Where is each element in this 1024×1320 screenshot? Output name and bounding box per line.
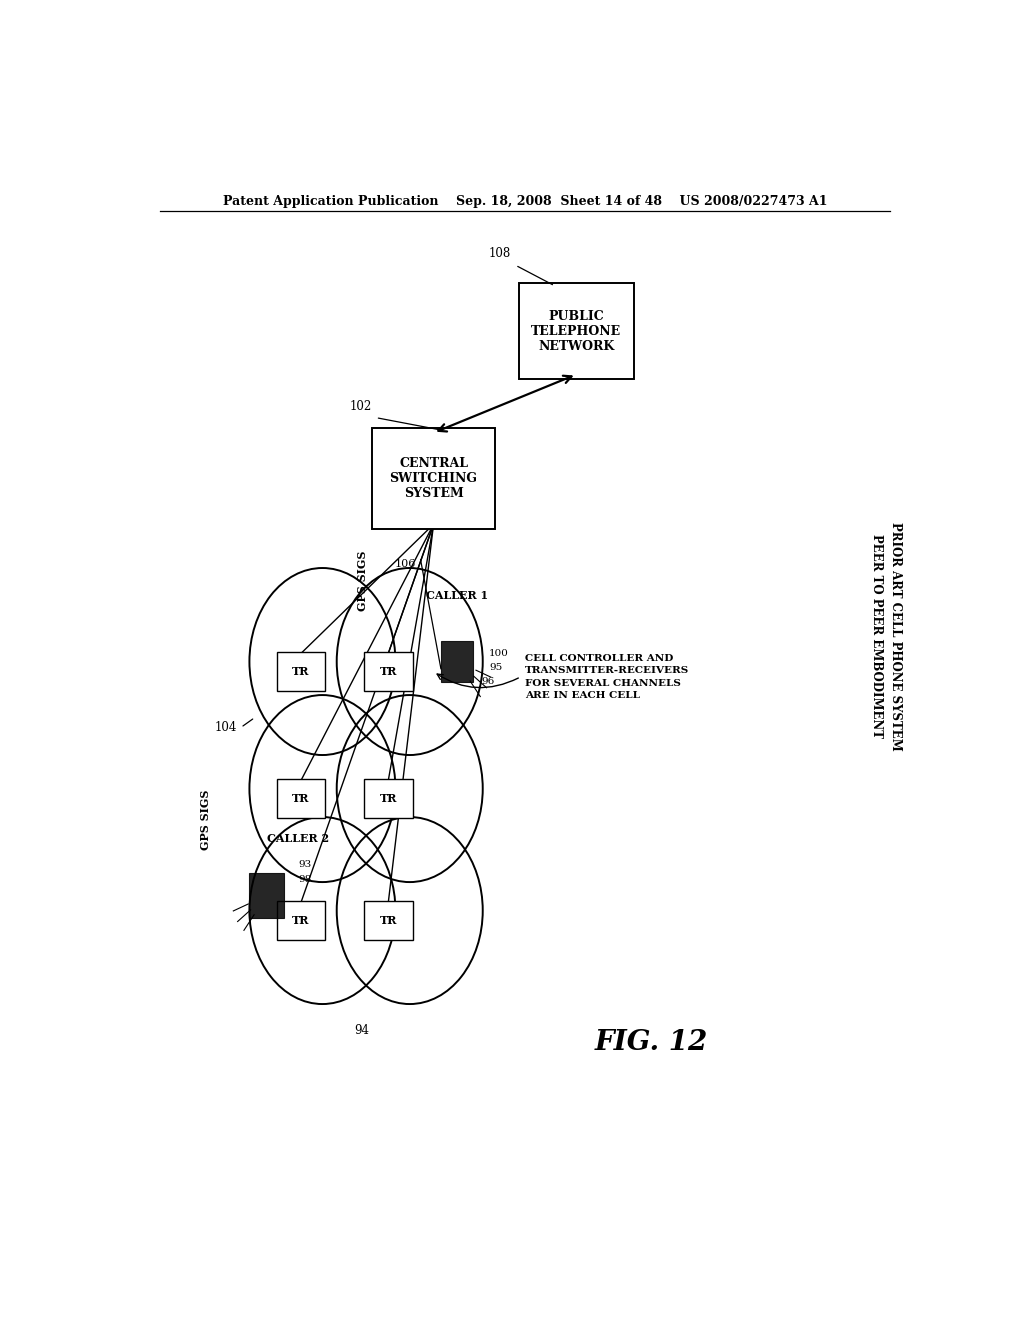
FancyBboxPatch shape	[365, 652, 413, 690]
Text: PUBLIC
TELEPHONE
NETWORK: PUBLIC TELEPHONE NETWORK	[531, 310, 622, 352]
Text: 102: 102	[349, 400, 372, 412]
FancyBboxPatch shape	[519, 282, 634, 379]
FancyBboxPatch shape	[276, 902, 326, 940]
Text: CELL CONTROLLER AND
TRANSMITTER-RECEIVERS
FOR SEVERAL CHANNELS
ARE IN EACH CELL: CELL CONTROLLER AND TRANSMITTER-RECEIVER…	[524, 653, 689, 700]
Text: TR: TR	[292, 793, 309, 804]
FancyBboxPatch shape	[365, 902, 413, 940]
Text: GPS SIGS: GPS SIGS	[356, 550, 368, 611]
Text: GPS SIGS: GPS SIGS	[201, 789, 211, 850]
Text: TR: TR	[380, 667, 397, 677]
FancyBboxPatch shape	[276, 652, 326, 690]
Text: CALLER 2: CALLER 2	[267, 833, 329, 845]
Text: PRIOR ART CELL PHONE SYSTEM
PEER TO PEER EMBODIMENT: PRIOR ART CELL PHONE SYSTEM PEER TO PEER…	[870, 521, 902, 751]
Text: 98: 98	[299, 875, 312, 883]
Text: FIG. 12: FIG. 12	[595, 1030, 709, 1056]
Text: TR: TR	[292, 667, 309, 677]
FancyBboxPatch shape	[250, 873, 285, 917]
FancyBboxPatch shape	[276, 779, 326, 818]
Text: 94: 94	[354, 1024, 370, 1038]
Text: CALLER 1: CALLER 1	[426, 590, 488, 601]
FancyBboxPatch shape	[365, 779, 413, 818]
Text: TR: TR	[380, 793, 397, 804]
Text: 96: 96	[481, 677, 495, 686]
FancyBboxPatch shape	[372, 428, 495, 529]
Text: 93: 93	[299, 861, 312, 870]
Text: Patent Application Publication    Sep. 18, 2008  Sheet 14 of 48    US 2008/02274: Patent Application Publication Sep. 18, …	[222, 194, 827, 207]
FancyBboxPatch shape	[441, 642, 473, 682]
Text: TR: TR	[380, 915, 397, 927]
Text: 106: 106	[394, 558, 416, 569]
Text: TR: TR	[292, 915, 309, 927]
Text: 108: 108	[489, 247, 511, 260]
Text: 95: 95	[489, 663, 503, 672]
Text: 100: 100	[489, 649, 509, 657]
Text: CENTRAL
SWITCHING
SYSTEM: CENTRAL SWITCHING SYSTEM	[389, 457, 477, 500]
Text: 104: 104	[214, 721, 237, 734]
